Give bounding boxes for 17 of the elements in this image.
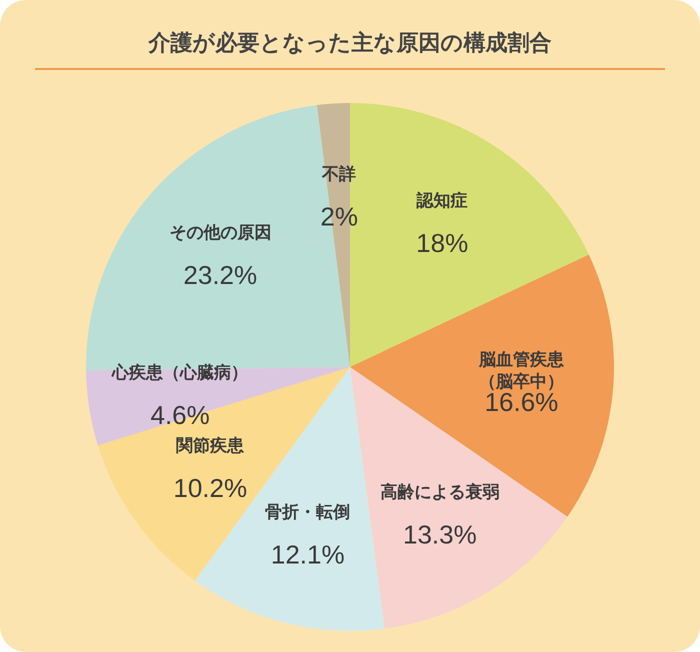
slice-label: 高齢による衰弱 (380, 482, 500, 503)
data-label: 18% (416, 228, 468, 258)
data-label: 23.2% (183, 260, 258, 290)
data-label: 4.6% (150, 400, 210, 430)
slice-label: 心疾患（心臓病） (111, 362, 248, 383)
chart-title: 介護が必要となった主な原因の構成割合 (35, 28, 665, 70)
slice-label: 認知症 (416, 190, 468, 211)
pie-slice (350, 367, 568, 629)
slice-label: 不詳 (321, 164, 356, 184)
data-label: 12.1% (270, 540, 345, 570)
slice-label: その他の原因 (169, 223, 272, 244)
data-label: 13.3% (403, 520, 477, 550)
pie-slice (350, 254, 614, 517)
data-label: 2% (320, 201, 358, 232)
slice-label: 関節疾患 (176, 436, 246, 456)
slice-label: 骨折・転倒 (265, 502, 350, 523)
data-label: 10.2% (173, 473, 248, 504)
